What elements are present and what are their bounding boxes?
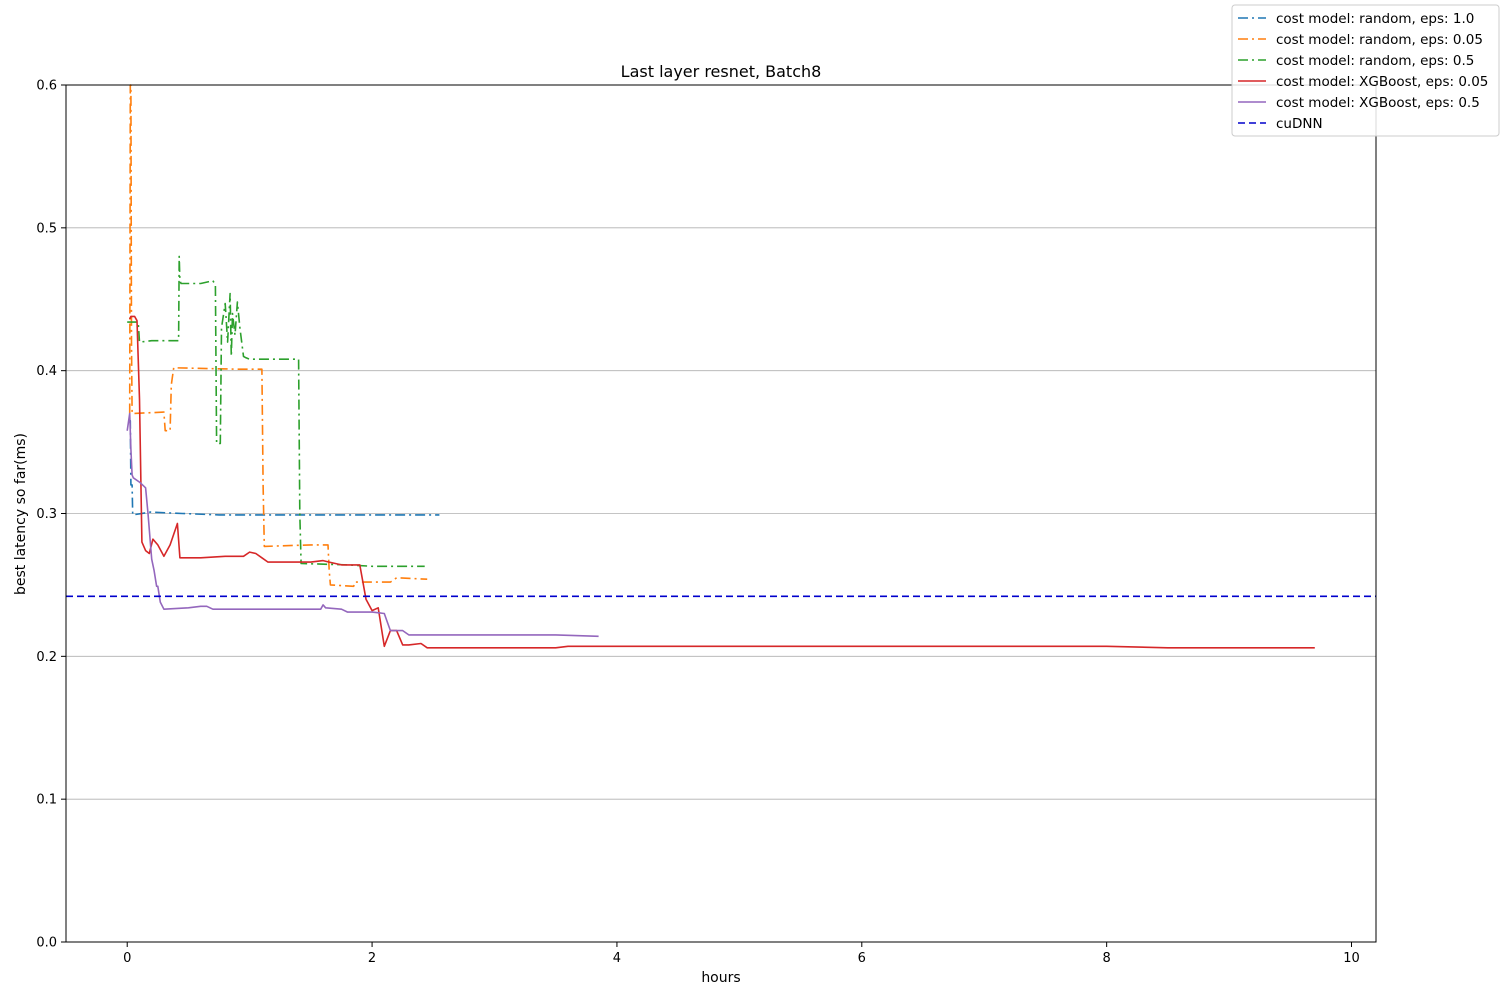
y-tick-label: 0.0 <box>36 936 57 951</box>
legend-label: cuDNN <box>1276 116 1323 132</box>
x-tick-label: 8 <box>1103 951 1111 966</box>
chart-title: Last layer resnet, Batch8 <box>621 62 822 81</box>
x-tick-label: 2 <box>368 951 376 966</box>
legend-label: cost model: XGBoost, eps: 0.5 <box>1276 95 1480 111</box>
y-tick-label: 0.5 <box>36 221 57 236</box>
legend-label: cost model: random, eps: 0.5 <box>1276 53 1474 69</box>
y-axis-ticks: 0.0 0.1 0.2 0.3 0.4 0.5 0.6 <box>36 79 66 951</box>
y-tick-label: 0.4 <box>36 364 57 379</box>
series-line-2 <box>127 255 425 568</box>
series-line-3 <box>128 315 1315 649</box>
legend: cost model: random, eps: 1.0 cost model: … <box>1231 4 1500 137</box>
legend-label: cost model: random, eps: 0.05 <box>1276 32 1483 48</box>
series-line-0 <box>128 419 440 516</box>
x-axis-title: hours <box>701 970 740 986</box>
series-line-4 <box>126 412 599 638</box>
legend-box <box>1231 4 1500 137</box>
legend-label: cost model: random, eps: 1.0 <box>1276 11 1474 27</box>
x-axis-ticks: 0 2 4 6 8 10 <box>123 942 1360 966</box>
x-tick-label: 6 <box>858 951 866 966</box>
y-tick-label: 0.2 <box>36 650 57 665</box>
series-line-1 <box>128 84 428 588</box>
y-tick-label: 0.1 <box>36 793 57 808</box>
y-tick-label: 0.3 <box>36 507 57 522</box>
y-tick-label: 0.6 <box>36 79 57 94</box>
y-axis-title: best latency so far(ms) <box>13 433 29 595</box>
series-lines <box>66 84 1376 649</box>
x-tick-label: 0 <box>123 951 131 966</box>
x-tick-label: 4 <box>613 951 621 966</box>
x-tick-label: 10 <box>1343 951 1360 966</box>
legend-label: cost model: XGBoost, eps: 0.05 <box>1276 74 1488 90</box>
